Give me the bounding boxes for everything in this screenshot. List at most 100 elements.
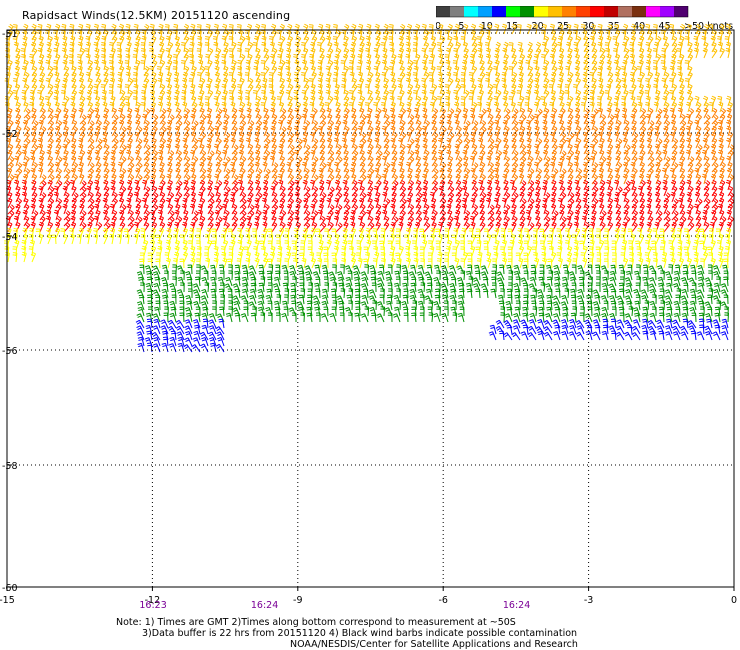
wind-barb — [372, 301, 376, 310]
wind-barb — [667, 307, 672, 316]
wind-barb — [258, 301, 264, 310]
wind-barb — [334, 246, 338, 256]
wind-barb — [140, 265, 144, 274]
wind-barb — [522, 265, 528, 274]
wind-barb — [145, 266, 152, 274]
wind-barb — [307, 301, 312, 310]
wind-barb — [652, 271, 656, 280]
y-tick-label: -58 — [2, 461, 18, 472]
wind-barb — [649, 266, 656, 274]
wind-barb — [280, 115, 286, 124]
wind-barb — [232, 210, 237, 220]
wind-barb — [487, 156, 492, 166]
wind-barb — [502, 24, 506, 34]
wind-barb — [169, 344, 176, 352]
wind-barb — [584, 144, 589, 154]
wind-barb — [494, 228, 499, 238]
wind-barb — [403, 277, 408, 286]
wind-barb — [522, 307, 528, 316]
wind-barb — [595, 265, 600, 274]
wind-barb — [616, 332, 624, 340]
wind-barb — [491, 277, 496, 286]
wind-barb — [694, 240, 698, 250]
wind-barb — [24, 84, 29, 94]
wind-barb — [418, 301, 424, 310]
wind-barb — [467, 265, 472, 274]
wind-barb — [667, 277, 672, 286]
wind-barb — [144, 162, 149, 172]
wind-barb — [311, 258, 316, 268]
wind-barb — [648, 326, 656, 334]
wind-barb — [193, 301, 200, 310]
wind-barb — [200, 344, 208, 352]
wind-barb — [210, 265, 216, 274]
wind-barb — [404, 313, 408, 322]
wind-barb — [624, 332, 632, 340]
wind-barb — [436, 241, 440, 250]
wind-barb — [615, 30, 620, 40]
wind-barb — [376, 180, 381, 190]
wind-barb — [201, 266, 208, 274]
x-tick-label: -15 — [0, 595, 15, 606]
wind-barb — [431, 42, 436, 52]
wind-barb — [147, 343, 152, 352]
wind-barb — [539, 301, 544, 310]
wind-barb — [683, 307, 688, 316]
wind-barb — [692, 313, 696, 322]
wind-barb — [592, 139, 598, 148]
wind-barb — [477, 102, 481, 112]
wind-barb — [687, 258, 692, 268]
wind-barb — [490, 289, 496, 298]
wind-barb — [548, 289, 552, 298]
wind-barb — [396, 229, 400, 238]
wind-barb — [112, 36, 117, 46]
wind-barb — [238, 252, 242, 262]
wind-barb — [219, 265, 224, 274]
wind-barb — [553, 332, 560, 340]
wind-barb — [577, 265, 584, 274]
wind-barb — [226, 313, 232, 322]
wind-barb — [393, 314, 400, 322]
wind-barb — [636, 295, 640, 304]
wind-barb — [587, 325, 592, 334]
wind-barb — [387, 295, 392, 304]
wind-barb — [299, 271, 304, 280]
wind-barb — [361, 314, 368, 322]
wind-barb — [411, 313, 416, 322]
wind-barb — [536, 327, 544, 334]
wind-barb — [547, 301, 552, 310]
wind-barb — [514, 295, 520, 304]
wind-barb — [571, 295, 576, 304]
wind-barb — [420, 313, 424, 322]
wind-barb — [317, 258, 321, 268]
wind-barb — [148, 301, 152, 310]
wind-barb — [647, 246, 652, 256]
wind-barb — [411, 277, 416, 286]
wind-barb — [632, 326, 640, 334]
wind-barb — [592, 332, 600, 340]
wind-barb — [674, 271, 680, 280]
wind-barb — [151, 36, 156, 46]
wind-barb — [307, 313, 312, 322]
y-tick-label: -60 — [2, 583, 18, 594]
wind-barb — [599, 90, 604, 100]
wind-barb — [697, 332, 704, 340]
wind-barb — [721, 332, 728, 340]
wind-barb — [544, 168, 549, 178]
wind-barb — [360, 162, 365, 172]
wind-barb — [480, 30, 485, 40]
wind-barb — [288, 192, 293, 202]
x-tick-label: 0 — [731, 595, 737, 606]
wind-barb — [662, 258, 666, 268]
wind-barb — [528, 326, 536, 334]
wind-barb — [193, 320, 200, 328]
wind-barb — [723, 259, 728, 268]
wind-barb — [612, 259, 616, 268]
wind-barb — [79, 174, 84, 184]
wind-barb — [633, 289, 640, 298]
wind-barb — [162, 343, 168, 352]
wind-barb — [611, 247, 616, 256]
wind-barb — [152, 332, 160, 340]
wind-barb — [380, 295, 384, 304]
